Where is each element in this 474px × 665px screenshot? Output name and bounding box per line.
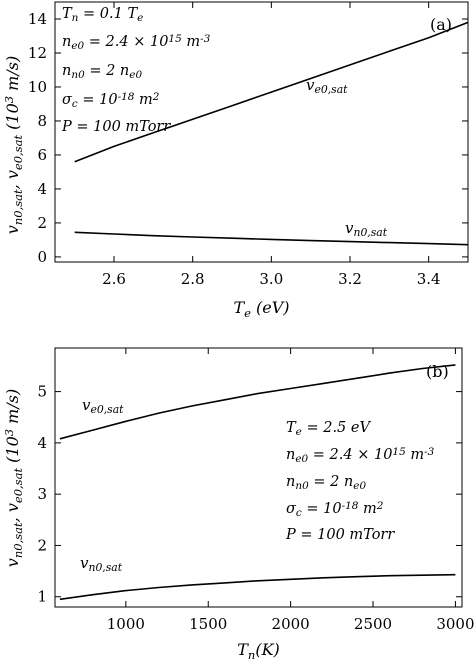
series-label: vn0,sat: [345, 219, 388, 239]
x-tick-label: 3.2: [338, 270, 362, 288]
param-line: ne0 = 2.4 × 1015 m-3: [286, 446, 435, 465]
y-tick-label: 14: [28, 10, 47, 28]
y-tick-label: 10: [28, 78, 47, 96]
y-tick-label: 8: [37, 112, 47, 130]
y-tick-label: 12: [28, 44, 47, 62]
y-tick-label: 1: [37, 588, 47, 606]
x-tick-label: 2000: [272, 615, 310, 633]
param-line: Te = 2.5 eV: [286, 420, 371, 438]
param-line: nn0 = 2 ne0: [62, 63, 142, 81]
y-tick-label: 2: [37, 214, 47, 232]
y-axis-label: vn0,sat, ve0,sat (103 m/s): [2, 389, 24, 567]
y-axis-label: vn0,sat, ve0,sat (103 m/s): [2, 56, 24, 234]
x-tick-label: 3000: [436, 615, 474, 633]
param-line: Tn = 0.1 Te: [62, 6, 143, 24]
y-tick-label: 2: [37, 536, 47, 554]
param-line: σc = 10-18 m2: [286, 500, 384, 519]
x-tick-label: 3.4: [417, 270, 441, 288]
y-tick-label: 5: [37, 383, 47, 401]
series-line-v-n0-sat: [59, 573, 456, 601]
y-tick-label: 3: [37, 485, 47, 503]
x-axis-label: Te (eV): [233, 298, 289, 320]
x-tick-label: 3.0: [259, 270, 283, 288]
x-tick-label: 2.8: [181, 270, 205, 288]
plot-frame: [54, 1, 469, 263]
param-line: ne0 = 2.4 × 1015 m-3: [62, 33, 211, 52]
panel-label: (a): [430, 15, 452, 34]
series-line-v-e0-sat: [74, 21, 469, 163]
param-line: σc = 10-18 m2: [62, 91, 160, 110]
y-tick-label: 0: [37, 248, 47, 266]
chart-panel-a: 2.6 2.8 3.0 3.2 3.4 0 2 4 6 8 10 12 14 ve0,sat vn0,sat…: [2, 1, 469, 320]
panel-label: (b): [426, 362, 449, 381]
x-tick-label: 2.6: [102, 270, 126, 288]
y-tick-label: 4: [37, 434, 47, 452]
x-tick-label: 2500: [354, 615, 392, 633]
series-line-v-n0-sat: [74, 231, 469, 246]
x-axis-label: Tn(K): [237, 640, 280, 662]
param-line: nn0 = 2 ne0: [286, 474, 366, 492]
param-line: P = 100 mTorr: [285, 527, 395, 543]
series-label: ve0,sat: [306, 76, 348, 96]
y-tick-label: 6: [37, 146, 47, 164]
chart-panel-b: 1000 1500 2000 2500 3000 1 2 3 4 5 ve0,sat vn0,sat T…: [2, 347, 474, 662]
series-line-v-e0-sat: [59, 364, 456, 440]
x-tick-label: 1000: [107, 615, 145, 633]
series-label: ve0,sat: [82, 396, 124, 416]
x-tick-label: 1500: [189, 615, 227, 633]
param-line: P = 100 mTorr: [61, 119, 171, 135]
plot-frame: [54, 347, 463, 608]
y-tick-label: 4: [37, 180, 47, 198]
series-label: vn0,sat: [80, 554, 123, 574]
